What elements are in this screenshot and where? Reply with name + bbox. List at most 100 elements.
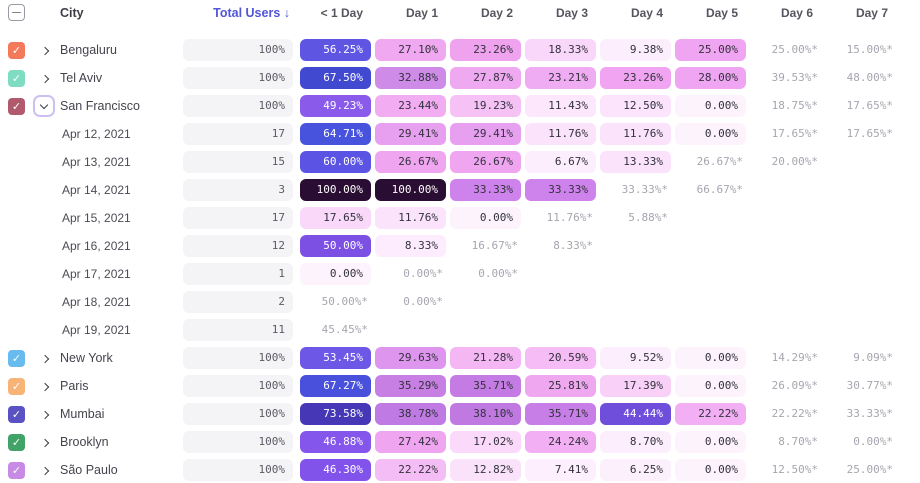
retention-cell[interactable]: 13.33% — [600, 148, 675, 176]
retention-cell[interactable]: 33.33% — [525, 176, 600, 204]
retention-value-pill[interactable]: 17.02% — [450, 431, 521, 453]
retention-cell[interactable]: 33.33% — [450, 176, 525, 204]
expand-toggle[interactable] — [38, 43, 54, 59]
retention-cell[interactable]: 23.21% — [525, 64, 600, 92]
retention-value-pill[interactable]: 18.33% — [525, 39, 596, 61]
retention-cell[interactable]: 0.00% — [675, 120, 750, 148]
retention-cell[interactable]: 6.25% — [600, 456, 675, 483]
retention-value-pill[interactable]: 60.00% — [300, 151, 371, 173]
retention-value-pill[interactable]: 12.82% — [450, 459, 521, 481]
retention-cell[interactable]: 27.10% — [375, 36, 450, 64]
retention-cell[interactable]: 0.00% — [675, 456, 750, 483]
retention-value-pill[interactable]: 38.10% — [450, 403, 521, 425]
retention-cell[interactable]: 100.00% — [300, 176, 375, 204]
retention-cell[interactable]: 60.00% — [300, 148, 375, 176]
retention-cell[interactable]: 7.41% — [525, 456, 600, 483]
expand-toggle[interactable] — [38, 379, 54, 395]
retention-cell[interactable]: 17.39% — [600, 372, 675, 400]
retention-value-pill[interactable]: 8.70% — [600, 431, 671, 453]
retention-value-pill[interactable]: 7.41% — [525, 459, 596, 481]
expand-toggle[interactable] — [38, 407, 54, 423]
retention-cell[interactable]: 27.87% — [450, 64, 525, 92]
retention-cell[interactable]: 27.42% — [375, 428, 450, 456]
retention-value-pill[interactable]: 56.25% — [300, 39, 371, 61]
retention-cell[interactable]: 20.59% — [525, 344, 600, 372]
expand-toggle[interactable] — [38, 463, 54, 479]
retention-value-pill[interactable]: 27.87% — [450, 67, 521, 89]
retention-value-pill[interactable]: 6.25% — [600, 459, 671, 481]
retention-cell[interactable]: 19.23% — [450, 92, 525, 120]
retention-value-pill[interactable]: 19.23% — [450, 95, 521, 117]
retention-value-pill[interactable]: 67.27% — [300, 375, 371, 397]
retention-value-pill[interactable]: 28.00% — [675, 67, 746, 89]
retention-value-pill[interactable]: 8.33% — [375, 235, 446, 257]
retention-value-pill[interactable]: 46.88% — [300, 431, 371, 453]
retention-cell[interactable]: 26.67% — [375, 148, 450, 176]
row-checkbox[interactable]: ✓ — [8, 433, 25, 451]
retention-value-pill[interactable]: 6.67% — [525, 151, 596, 173]
retention-cell[interactable]: 6.67% — [525, 148, 600, 176]
retention-cell[interactable]: 12.82% — [450, 456, 525, 483]
retention-value-pill[interactable]: 11.76% — [600, 123, 671, 145]
retention-cell[interactable]: 29.41% — [375, 120, 450, 148]
retention-value-pill[interactable]: 23.26% — [600, 67, 671, 89]
retention-cell[interactable]: 67.50% — [300, 64, 375, 92]
retention-value-pill[interactable]: 23.26% — [450, 39, 521, 61]
retention-cell[interactable]: 23.44% — [375, 92, 450, 120]
retention-value-pill[interactable]: 29.41% — [450, 123, 521, 145]
retention-value-pill[interactable]: 26.67% — [375, 151, 446, 173]
retention-cell[interactable]: 67.27% — [300, 372, 375, 400]
expand-toggle[interactable] — [38, 71, 54, 87]
retention-cell[interactable]: 50.00% — [300, 232, 375, 260]
retention-value-pill[interactable]: 0.00% — [450, 207, 521, 229]
retention-cell[interactable]: 38.78% — [375, 400, 450, 428]
retention-value-pill[interactable]: 22.22% — [675, 403, 746, 425]
retention-value-pill[interactable]: 24.24% — [525, 431, 596, 453]
retention-cell[interactable]: 0.00% — [675, 428, 750, 456]
retention-cell[interactable]: 23.26% — [450, 36, 525, 64]
retention-cell[interactable]: 8.33% — [375, 232, 450, 260]
retention-value-pill[interactable]: 25.00% — [675, 39, 746, 61]
retention-value-pill[interactable]: 9.52% — [600, 347, 671, 369]
retention-cell[interactable]: 11.43% — [525, 92, 600, 120]
retention-value-pill[interactable]: 27.10% — [375, 39, 446, 61]
retention-cell[interactable]: 26.67% — [450, 148, 525, 176]
retention-cell[interactable]: 29.63% — [375, 344, 450, 372]
retention-cell[interactable]: 11.76% — [525, 120, 600, 148]
retention-cell[interactable]: 9.38% — [600, 36, 675, 64]
retention-value-pill[interactable]: 23.21% — [525, 67, 596, 89]
retention-cell[interactable]: 46.30% — [300, 456, 375, 483]
retention-value-pill[interactable]: 53.45% — [300, 347, 371, 369]
retention-cell[interactable]: 35.71% — [450, 372, 525, 400]
retention-value-pill[interactable]: 29.41% — [375, 123, 446, 145]
retention-value-pill[interactable]: 11.76% — [525, 123, 596, 145]
retention-cell[interactable]: 0.00% — [450, 204, 525, 232]
retention-value-pill[interactable]: 0.00% — [675, 375, 746, 397]
retention-cell[interactable]: 0.00% — [675, 372, 750, 400]
retention-cell[interactable]: 23.26% — [600, 64, 675, 92]
retention-value-pill[interactable]: 25.81% — [525, 375, 596, 397]
retention-value-pill[interactable]: 73.58% — [300, 403, 371, 425]
retention-value-pill[interactable]: 33.33% — [525, 179, 596, 201]
retention-cell[interactable]: 25.81% — [525, 372, 600, 400]
retention-value-pill[interactable]: 27.42% — [375, 431, 446, 453]
retention-cell[interactable]: 8.70% — [600, 428, 675, 456]
retention-cell[interactable]: 46.88% — [300, 428, 375, 456]
row-checkbox[interactable]: ✓ — [8, 377, 25, 395]
retention-cell[interactable]: 44.44% — [600, 400, 675, 428]
retention-value-pill[interactable]: 17.65% — [300, 207, 371, 229]
retention-value-pill[interactable]: 49.23% — [300, 95, 371, 117]
retention-value-pill[interactable]: 35.29% — [375, 375, 446, 397]
retention-cell[interactable]: 28.00% — [675, 64, 750, 92]
retention-value-pill[interactable]: 11.43% — [525, 95, 596, 117]
retention-cell[interactable]: 0.00% — [675, 92, 750, 120]
retention-value-pill[interactable]: 9.38% — [600, 39, 671, 61]
retention-value-pill[interactable]: 44.44% — [600, 403, 671, 425]
retention-cell[interactable]: 11.76% — [375, 204, 450, 232]
retention-cell[interactable]: 22.22% — [675, 400, 750, 428]
expand-toggle[interactable] — [33, 95, 55, 117]
retention-value-pill[interactable]: 29.63% — [375, 347, 446, 369]
retention-value-pill[interactable]: 0.00% — [675, 95, 746, 117]
retention-value-pill[interactable]: 64.71% — [300, 123, 371, 145]
retention-cell[interactable]: 24.24% — [525, 428, 600, 456]
